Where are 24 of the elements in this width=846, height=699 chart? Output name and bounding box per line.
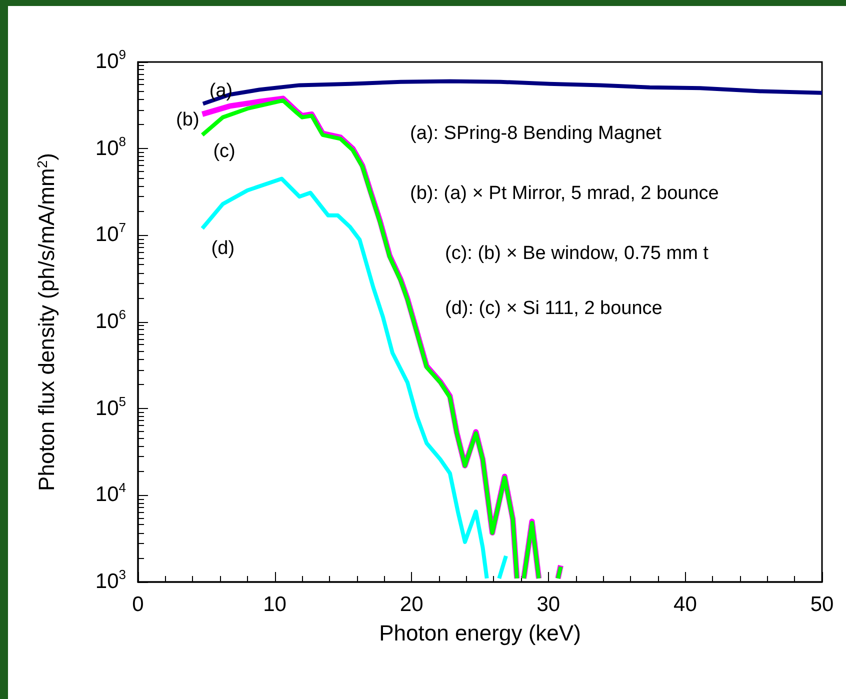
- x-tick-label: 50: [810, 593, 834, 616]
- series-label: (b): [176, 110, 200, 131]
- annotation: (c): (b) × Be window, 0.75 mm t: [445, 243, 708, 265]
- y-tick-label: 10$^{9}$: [95, 46, 126, 74]
- x-tick-label: 20: [400, 593, 424, 616]
- annotation: (d): (c) × Si 111, 2 bounce: [445, 298, 662, 320]
- y-tick-label: 10$^{8}$: [95, 134, 126, 161]
- y-tick-label: 10$^{3}$: [95, 566, 126, 594]
- series-label: (a): [209, 80, 233, 102]
- y-tick-label: 10$^{6}$: [95, 306, 126, 334]
- y-tick-label: 10$^{4}$: [95, 480, 126, 508]
- x-tick-label: 30: [536, 593, 560, 616]
- series-label: (c): [213, 140, 236, 162]
- x-tick-label: 0: [132, 593, 144, 616]
- x-axis-title: Photon energy (keV): [379, 620, 581, 646]
- y-tick-label: 10$^{7}$: [95, 220, 126, 248]
- y-tick-label: 10$^{5}$: [95, 394, 126, 421]
- line-series: [200, 79, 824, 106]
- annotation: (a): SPring-8 Bending Magnet: [410, 123, 662, 145]
- annotation: (b): (a) × Pt Mirror, 5 mrad, 2 bounce: [410, 183, 719, 205]
- y-axis-title: Photon flux density (ph/s/mA/mm2): [34, 153, 59, 491]
- x-tick-label: 40: [674, 593, 697, 616]
- series-label: (d): [211, 238, 235, 259]
- x-tick-label: 10: [263, 593, 286, 616]
